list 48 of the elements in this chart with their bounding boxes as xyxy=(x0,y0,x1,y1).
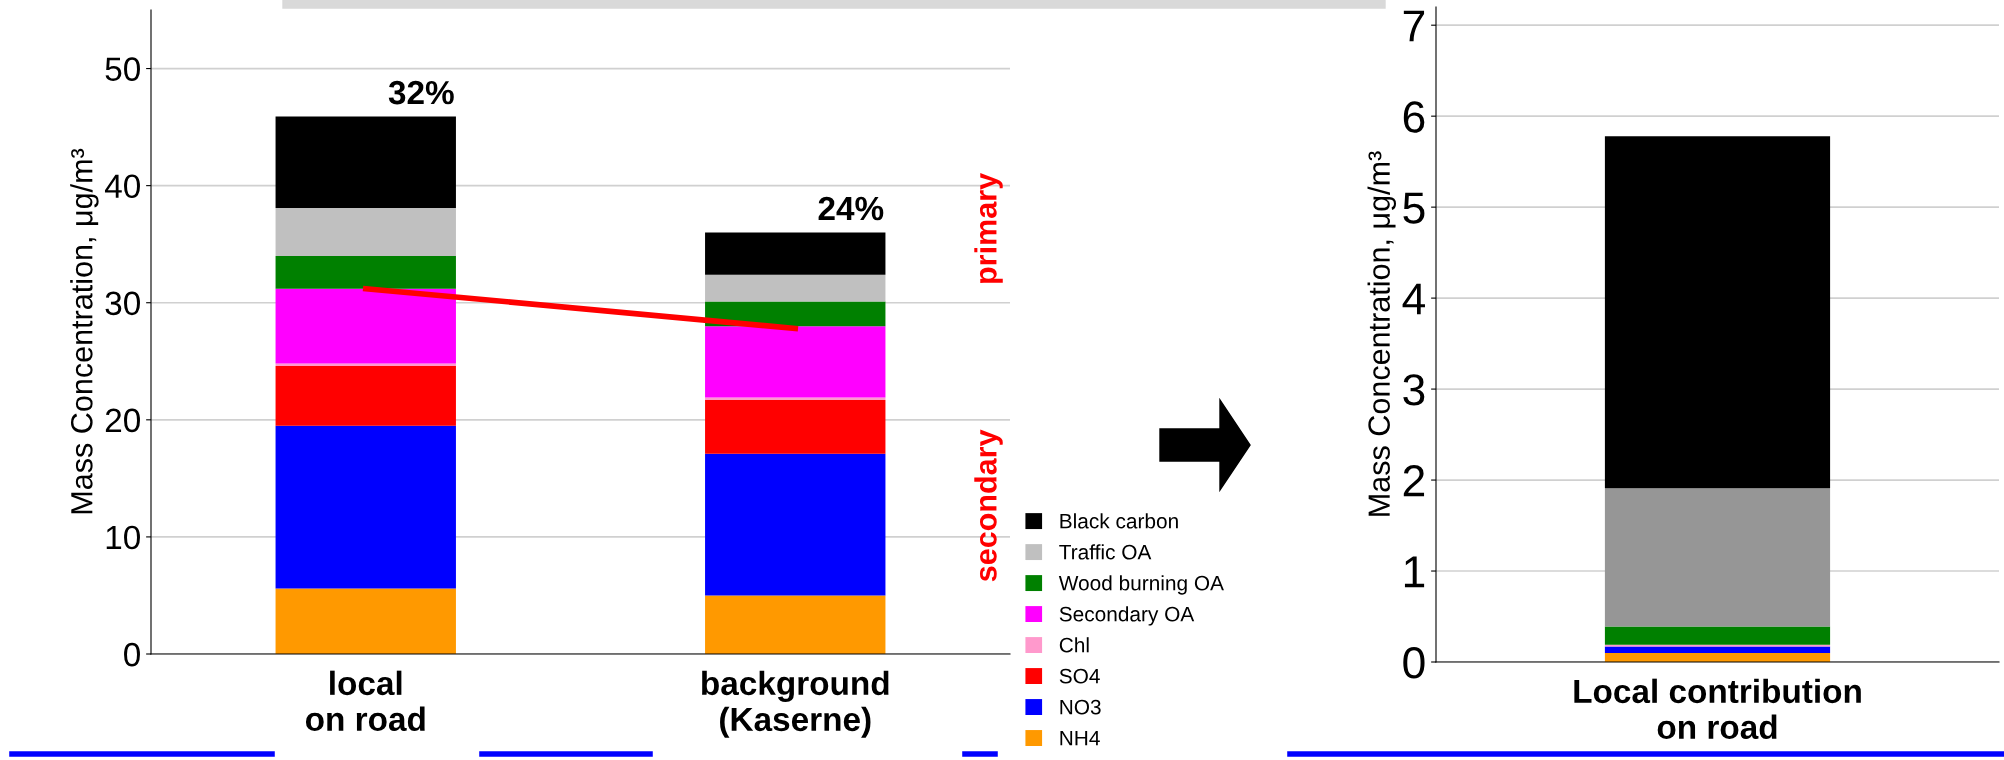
bar xyxy=(705,399,886,454)
legend-label: Wood burning OA xyxy=(1058,575,1224,595)
annotation: 32% xyxy=(388,80,454,105)
bar xyxy=(275,425,456,589)
legend-label: NO3 xyxy=(1060,699,1101,715)
bar xyxy=(275,365,456,426)
bar xyxy=(705,326,886,398)
annotation: primary xyxy=(974,173,1003,283)
bar xyxy=(1604,136,1831,489)
annotation: 24% xyxy=(818,196,884,221)
bar xyxy=(275,288,456,364)
y-tick-label: 0 xyxy=(1403,647,1425,679)
legend-label: Chl xyxy=(1059,637,1089,653)
y-tick-label: 50 xyxy=(105,57,140,81)
bar xyxy=(1604,626,1831,645)
bar xyxy=(705,595,886,654)
y-tick-label: 5 xyxy=(1403,192,1425,224)
legend-label: NH4 xyxy=(1060,730,1100,746)
y-tick-label: 2 xyxy=(1403,465,1425,497)
bar xyxy=(705,232,886,275)
legend-label: Traffic OA xyxy=(1059,544,1152,560)
y-axis-title: Mass Concentration, μg/m³ xyxy=(1367,151,1397,516)
bar xyxy=(1604,488,1831,627)
y-tick-label: 7 xyxy=(1403,10,1425,42)
y-tick-label: 0 xyxy=(124,642,140,667)
y-tick-label: 4 xyxy=(1402,283,1425,315)
y-tick-label: 20 xyxy=(105,408,140,433)
y-tick-label: 40 xyxy=(104,174,140,199)
bar xyxy=(275,588,456,654)
legend-label: Secondary OA xyxy=(1059,606,1195,626)
y-tick-label: 1 xyxy=(1404,556,1425,588)
bar xyxy=(1604,646,1831,653)
bar xyxy=(275,255,456,289)
annotation: secondary xyxy=(974,429,1003,582)
x-tick-label: background (Kaserne) xyxy=(702,670,889,738)
y-tick-label: 3 xyxy=(1403,374,1425,406)
bar xyxy=(705,274,886,302)
bar xyxy=(275,116,456,208)
y-tick-label: 6 xyxy=(1403,101,1425,133)
bar xyxy=(705,453,886,596)
bar xyxy=(275,207,456,256)
legend-label: Black carbon xyxy=(1060,513,1178,529)
x-tick-label: local on road xyxy=(305,670,425,732)
y-tick-label: 30 xyxy=(105,291,140,316)
x-tick-label: Local contribution on road xyxy=(1574,678,1861,740)
y-tick-label: 10 xyxy=(106,525,140,550)
y-axis-title: Mass Concentration, μg/m³ xyxy=(70,148,99,514)
legend-label: SO4 xyxy=(1059,668,1100,684)
